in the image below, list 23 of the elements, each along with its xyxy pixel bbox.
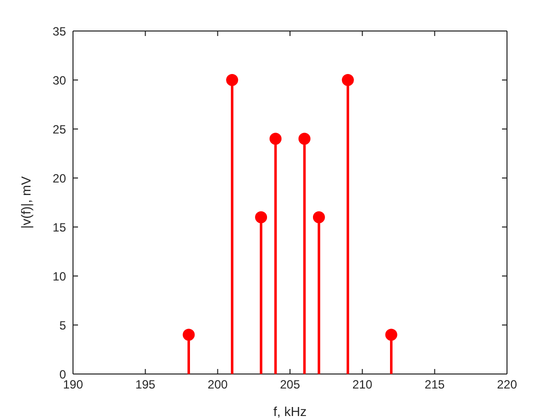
x-tick-label: 195 bbox=[135, 378, 156, 392]
x-tick-label: 215 bbox=[424, 378, 445, 392]
point bbox=[270, 132, 282, 145]
point bbox=[255, 211, 268, 224]
x-tick-label: 200 bbox=[208, 378, 228, 392]
x-tick-label: 220 bbox=[496, 378, 518, 392]
point bbox=[312, 211, 325, 224]
point bbox=[385, 328, 398, 341]
point bbox=[182, 328, 195, 341]
y-axis-title: |v(f)|, mV bbox=[18, 176, 34, 229]
y-tick-label: 35 bbox=[52, 24, 66, 38]
x-tick-label: 205 bbox=[280, 378, 300, 392]
point bbox=[342, 74, 354, 86]
y-tick-label: 30 bbox=[52, 73, 66, 88]
y-tick-label: 25 bbox=[52, 122, 66, 136]
y-tick-label: 10 bbox=[52, 269, 66, 284]
x-axis-title: f, kHz bbox=[273, 404, 307, 419]
y-tick-label: 20 bbox=[52, 171, 66, 186]
point bbox=[298, 132, 310, 145]
y-tick-label: 15 bbox=[52, 220, 66, 234]
x-tick-label: 210 bbox=[352, 378, 373, 392]
y-tick-label: 5 bbox=[59, 318, 66, 332]
point bbox=[226, 74, 238, 86]
